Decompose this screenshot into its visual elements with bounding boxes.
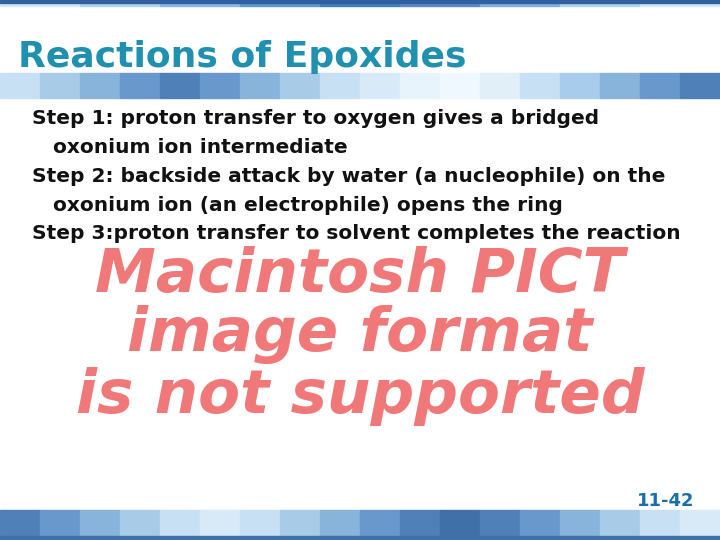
Text: oxonium ion (an electrophile) opens the ring: oxonium ion (an electrophile) opens the …	[32, 196, 563, 215]
Bar	[0, 73, 40, 98]
Bar	[600, 510, 640, 536]
Bar	[360, 73, 400, 98]
Bar	[520, 73, 560, 98]
Bar	[240, 73, 280, 98]
Text: Macintosh PICT: Macintosh PICT	[95, 246, 625, 305]
Bar	[480, 0, 560, 6]
Bar	[360, 510, 400, 536]
Bar	[240, 0, 320, 6]
Bar	[160, 73, 200, 98]
Bar	[440, 510, 480, 536]
Text: image format: image format	[127, 305, 593, 364]
Bar	[40, 73, 80, 98]
Bar	[120, 73, 160, 98]
Bar	[320, 73, 360, 98]
Bar	[160, 0, 240, 6]
Bar	[480, 510, 520, 536]
Text: oxonium ion intermediate: oxonium ion intermediate	[32, 138, 348, 157]
Bar	[40, 510, 80, 536]
Text: Step 2: backside attack by water (a nucleophile) on the: Step 2: backside attack by water (a nucl…	[32, 167, 666, 186]
Bar	[0, 0, 80, 6]
Bar	[160, 510, 200, 536]
Text: is not supported: is not supported	[76, 367, 644, 426]
Bar	[560, 510, 600, 536]
Bar	[0, 536, 720, 540]
Text: Step 1: proton transfer to oxygen gives a bridged: Step 1: proton transfer to oxygen gives …	[32, 109, 600, 128]
Bar	[200, 510, 240, 536]
Bar	[80, 73, 120, 98]
Bar	[600, 73, 640, 98]
Text: Step 3:proton transfer to solvent completes the reaction: Step 3:proton transfer to solvent comple…	[32, 224, 681, 243]
Bar	[240, 510, 280, 536]
Bar	[400, 73, 440, 98]
Bar	[680, 73, 720, 98]
Bar	[680, 510, 720, 536]
Bar	[0, 0, 720, 3]
Bar	[560, 73, 600, 98]
Text: Reactions of Epoxides: Reactions of Epoxides	[18, 40, 467, 75]
Text: 11-42: 11-42	[637, 492, 695, 510]
Bar	[280, 510, 320, 536]
Bar	[400, 0, 480, 6]
Bar	[320, 0, 400, 6]
Bar	[120, 510, 160, 536]
Bar	[200, 73, 240, 98]
Bar	[640, 73, 680, 98]
Bar	[640, 510, 680, 536]
Bar	[560, 0, 640, 6]
Bar	[640, 0, 720, 6]
Bar	[520, 510, 560, 536]
Bar	[80, 0, 160, 6]
Bar	[280, 73, 320, 98]
Bar	[480, 73, 520, 98]
Bar	[0, 510, 40, 536]
Bar	[400, 510, 440, 536]
Bar	[80, 510, 120, 536]
Bar	[440, 73, 480, 98]
Bar	[320, 510, 360, 536]
